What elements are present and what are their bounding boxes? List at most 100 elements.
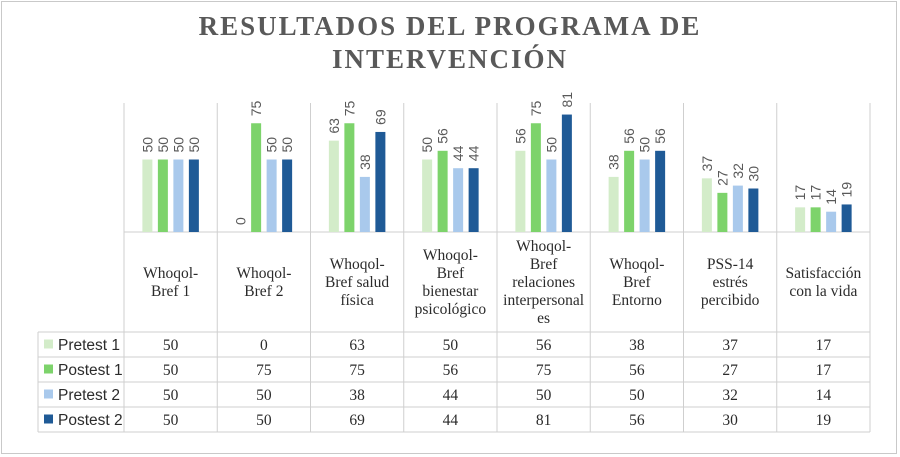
table-value: 50 [536,387,552,404]
bar [157,159,168,232]
data-label: 32 [730,163,746,179]
bar [328,140,339,232]
table-value: 56 [443,362,459,379]
category-label: Whoqol-Bref bienestar psicológico [415,247,487,318]
table-value: 50 [629,387,645,404]
table-value: 50 [163,337,179,354]
chart-title-line-1: RESULTADOS DEL PROGRAMA DE [198,11,702,41]
table-value: 56 [629,362,645,379]
bar [530,123,541,232]
data-label: 44 [466,145,482,161]
table-value: 50 [256,387,272,404]
data-label: 50 [170,137,186,153]
data-label: 14 [823,189,839,205]
bar [359,176,370,232]
data-label: 63 [326,118,342,134]
data-label: 17 [808,185,824,201]
data-label: 50 [543,137,559,153]
bar [639,159,650,232]
bar [561,114,572,232]
data-label: 56 [512,128,528,144]
table-value: 50 [163,387,179,404]
bar [841,204,852,232]
table-value: 50 [163,362,179,379]
category-label: Whoqol-Bref relaciones interpersonal es [503,238,584,327]
data-label: 38 [606,154,622,170]
bar [282,159,293,232]
table-value: 14 [816,387,832,404]
data-label: 38 [357,154,373,170]
table-value: 75 [536,362,552,379]
data-label: 69 [372,109,388,125]
table-value: 19 [816,412,832,429]
data-label: 75 [248,100,264,116]
legend-key [44,414,53,424]
category-label: Whoqol-Bref 1 [143,265,198,300]
bar [375,131,386,232]
data-label: 17 [792,185,808,201]
data-label: 50 [637,137,653,153]
table-value: 75 [256,362,272,379]
data-label: 27 [714,170,730,186]
data-label: 56 [435,128,451,144]
chart-title-line-2: INTERVENCIÓN [331,44,569,74]
table-value: 75 [349,362,365,379]
bar [173,159,184,232]
bar [732,185,743,232]
legend-label: Postest 1 [58,362,123,379]
category-label: Whoqol-Bref Entorno [609,256,664,309]
bar [546,159,557,232]
table-value: 32 [722,387,738,404]
legend-key [44,389,53,399]
table-value: 81 [536,412,552,429]
table-value: 27 [722,362,738,379]
bar [748,188,759,232]
table-value: 56 [629,412,645,429]
table-value: 30 [722,412,738,429]
bar [810,207,821,232]
bar [188,159,199,232]
data-label: 56 [621,128,637,144]
table-value: 17 [816,362,832,379]
category-label: Satisfacción con la vida [785,265,861,300]
table-value: 69 [349,412,365,429]
data-label: 50 [419,137,435,153]
legend-label: Pretest 2 [58,387,120,404]
bar [826,211,837,232]
data-label: 56 [652,128,668,144]
table-value: 50 [256,412,272,429]
data-label: 19 [839,182,855,198]
category-label: Whoqol-Bref 2 [236,265,291,300]
bar [453,168,464,232]
bar [437,150,448,232]
bar [795,207,806,232]
data-label: 75 [341,100,357,116]
table-value: 50 [163,412,179,429]
table-value: 56 [536,337,552,354]
data-label: 37 [699,156,715,172]
bar [608,176,619,232]
bar [701,178,712,232]
data-label: 81 [559,92,575,108]
legend-label: Postest 2 [58,412,123,429]
bar [717,192,728,232]
bar [468,168,479,232]
data-label: 0 [233,217,249,225]
category-label: PSS-14 estrés percibido [701,256,760,309]
bar [251,123,262,232]
data-label: 75 [528,100,544,116]
bar [624,150,635,232]
bar [142,159,153,232]
data-label: 50 [264,137,280,153]
data-label: 44 [450,145,466,161]
data-label: 50 [155,137,171,153]
bar [655,150,666,232]
data-label: 50 [279,137,295,153]
table-value: 38 [349,387,365,404]
bar [422,159,433,232]
legend-key [44,339,53,349]
table-value: 17 [816,337,832,354]
data-label: 50 [139,137,155,153]
